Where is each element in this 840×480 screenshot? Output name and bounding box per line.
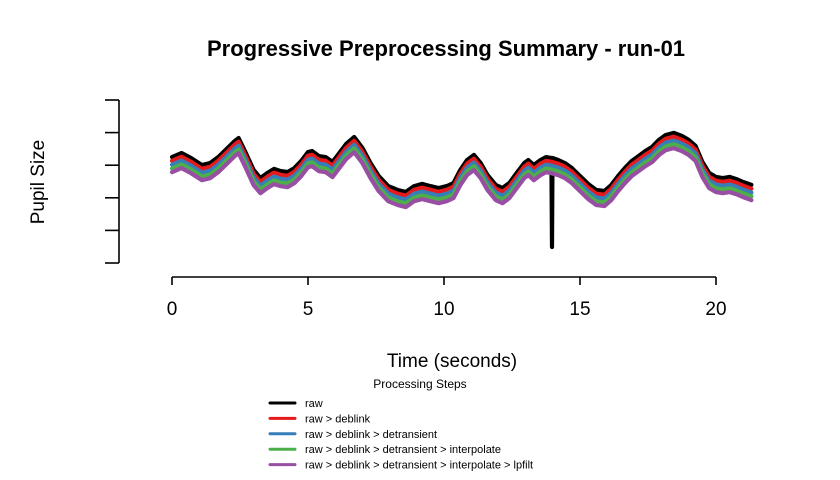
x-axis-label: Time (seconds) (387, 351, 517, 372)
y-axis-label: Pupil Size (28, 140, 49, 225)
series-line-raw-deblink-detransient-interpolate-lpfilt (169, 146, 754, 210)
y-axis (105, 99, 120, 264)
data-series (169, 130, 754, 250)
legend: Processing Steps raw raw > deblink raw > d… (268, 377, 533, 472)
x-tick-label: 10 (433, 299, 454, 320)
legend-entry-label: raw (305, 398, 323, 410)
chart-title: Progressive Preprocessing Summary - run-… (207, 36, 685, 61)
x-tick-label: 5 (303, 299, 314, 320)
x-axis: 0 5 10 15 20 (167, 276, 727, 320)
series-line-raw-deblink-detransient (169, 138, 754, 202)
legend-entry-label: raw > deblink > detransient > interpolat… (305, 444, 501, 456)
x-tick-label: 0 (167, 299, 178, 320)
legend-entry-label: raw > deblink > detransient (305, 429, 437, 441)
series-line-raw (169, 130, 754, 250)
legend-entry-label: raw > deblink (305, 413, 371, 425)
x-tick-label: 20 (705, 299, 726, 320)
series-line-raw-deblink-detransient-interpolate (169, 142, 754, 206)
legend-title: Processing Steps (373, 377, 466, 391)
series-line-raw-deblink (169, 134, 754, 198)
legend-entry-label: raw > deblink > detransient > interpolat… (305, 460, 533, 472)
x-tick-label: 15 (569, 299, 590, 320)
